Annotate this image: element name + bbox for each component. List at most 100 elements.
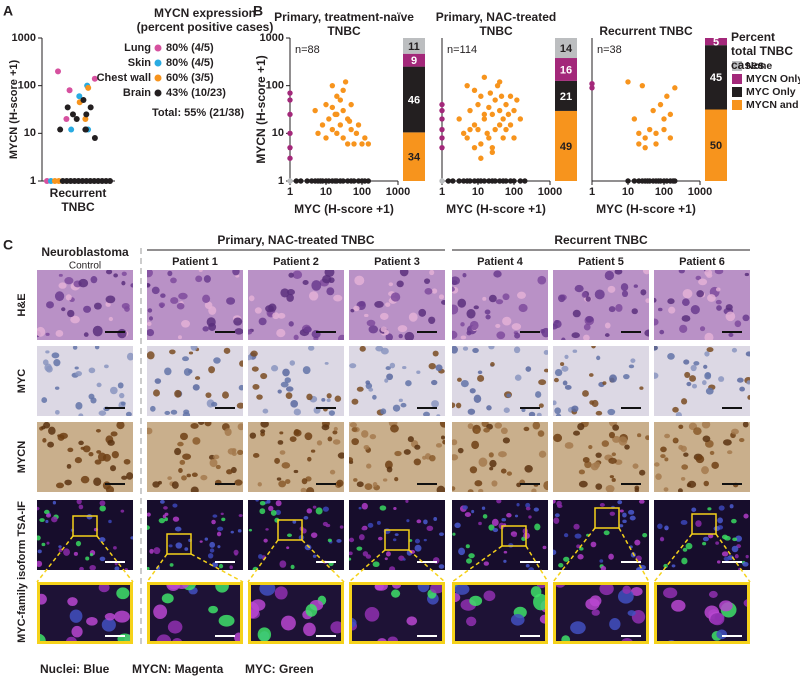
nucleus [279,450,286,455]
x-tick-label: 10 [622,186,634,198]
nucleus [637,433,642,438]
nucleus [54,291,65,302]
nucleus [186,473,192,478]
nucleus [618,524,624,528]
nucleus [322,506,329,512]
nucleus [252,452,260,458]
nucleus [66,463,72,469]
scatter-point [475,101,481,108]
nucleus [537,430,545,437]
nucleus [334,395,342,402]
nucleus [678,270,685,274]
nucleus [654,318,659,326]
nucleus [83,332,89,337]
nucleus [642,533,648,538]
nucleus [293,469,299,474]
nucleus [260,422,269,428]
nucleus [525,366,532,372]
nucleus [645,298,649,304]
tile-background [452,422,548,492]
nucleus [98,410,107,416]
nucleus [392,538,397,542]
scatter-point [511,135,517,141]
scatter-point [486,135,492,141]
nucleus [117,328,127,339]
nucleus [462,273,467,278]
nucleus [200,474,208,481]
micrograph-tile [654,422,750,492]
nucleus [356,386,364,392]
nucleus [500,468,507,474]
stacked-bar-segment [403,38,425,54]
nucleus [350,308,355,313]
nucleus [591,609,600,616]
legend-marker [154,89,162,97]
nucleus [644,329,649,337]
nucleus [572,309,581,318]
nucleus [628,364,635,369]
nucleus [194,376,201,380]
nucleus [683,359,690,365]
nucleus [324,361,329,365]
nucleus [599,503,605,507]
nucleus [553,377,559,383]
nucleus [125,411,132,416]
legend-summary: 43% (10/23) [166,87,226,99]
nucleus [452,286,455,292]
nucleus [209,541,216,548]
nucleus [489,466,494,471]
nucleus [394,477,399,482]
nucleus [78,278,89,288]
scatter-point [481,116,488,122]
nucleus [631,308,638,315]
micrograph-tile [452,422,548,492]
nucleus [436,414,441,416]
nucleus [234,479,243,486]
strip-point [73,115,80,122]
nucleus [417,582,430,593]
strip-point [107,178,113,184]
legend-marker [154,44,162,52]
nucleus [280,288,290,298]
nucleus [67,447,74,453]
nucleus [460,379,469,388]
nucleus [514,514,519,518]
nucleus [689,375,697,382]
bar-value-label: 5 [713,36,719,48]
nucleus [209,458,218,468]
nucleus [667,353,675,360]
micrograph-tile [553,346,649,416]
nucleus [464,512,471,518]
tile-background [349,346,445,416]
scatter-point [340,135,346,141]
nucleus [681,298,690,307]
nucleus [218,563,224,569]
scatter-point [456,178,462,184]
nucleus [158,518,166,524]
nucleus [657,307,663,312]
nucleus [190,346,198,351]
nucleus [250,350,258,357]
scatter-point [293,178,300,184]
tile-background [452,500,548,570]
nucleus [174,447,182,456]
nucleus [553,400,557,406]
nucleus [664,457,669,462]
nucleus [680,445,687,452]
tile-background [452,270,548,340]
nucleus [99,537,106,543]
nucleus [405,500,409,503]
nucleus [745,554,749,559]
nucleus [602,381,607,385]
nucleus [440,435,445,440]
scatter-point [672,85,678,91]
x-tick-label: 100 [505,186,523,198]
zoom-frame [37,582,133,644]
inset-guide [247,539,279,583]
strip-point [68,126,75,133]
nucleus [120,401,126,406]
nucleus [51,516,58,523]
nucleus [93,302,102,310]
nucleus [467,408,476,415]
